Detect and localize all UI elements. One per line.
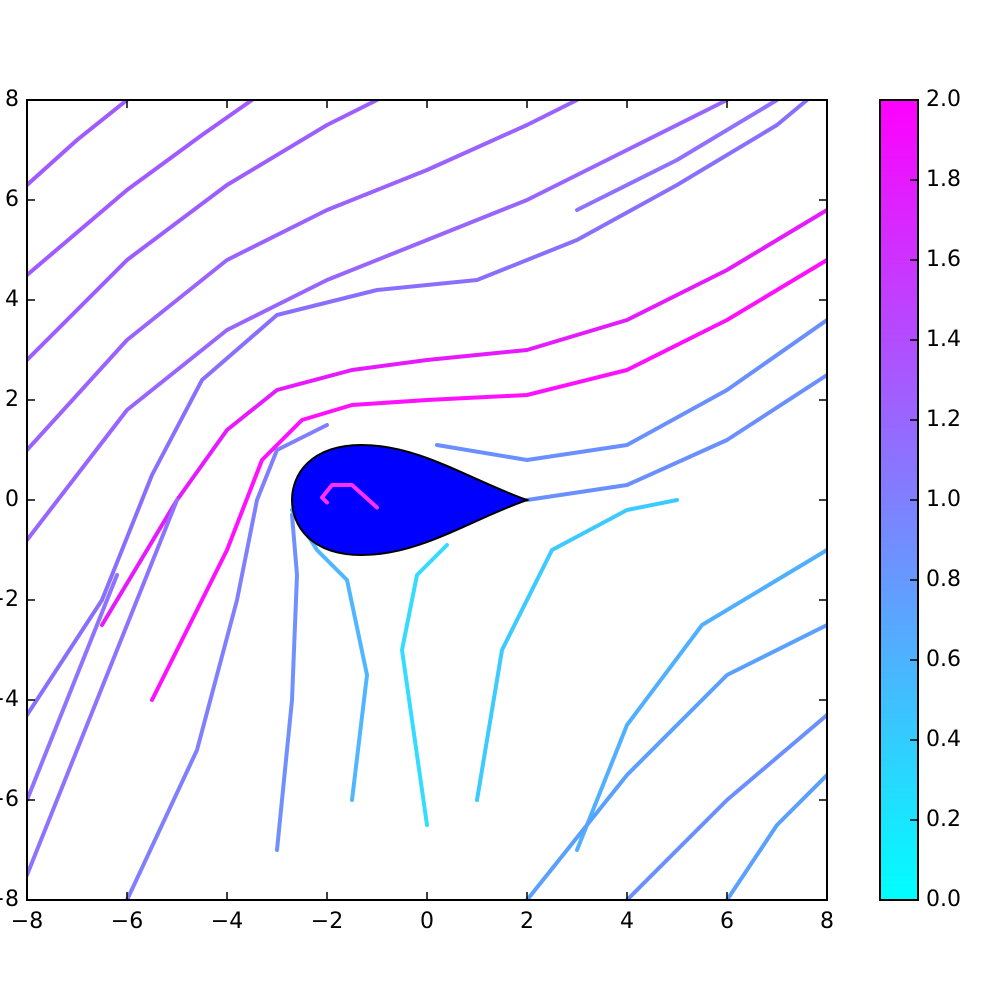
streamline (27, 100, 579, 452)
streamline (27, 100, 729, 542)
colorbar-tick-label: 1.6 (926, 247, 961, 272)
streamline (27, 100, 379, 362)
streamline (320, 483, 379, 510)
colorbar-tick-label: 1.4 (926, 327, 961, 352)
y-tick-label: −8 (0, 887, 19, 912)
colorbar-tick-label: 0.2 (926, 807, 961, 832)
y-tick-label: 6 (5, 187, 19, 212)
streamline (725, 773, 827, 900)
streamline (625, 713, 827, 900)
y-tick-label: 2 (5, 387, 19, 412)
streamline (27, 498, 179, 877)
x-tick-label: 8 (820, 909, 834, 934)
x-tick-label: 4 (620, 909, 634, 934)
x-tick-label: −2 (311, 909, 343, 934)
streamline (400, 543, 449, 827)
colorbar-tick-label: 2.0 (926, 87, 961, 112)
colorbar-tick-label: 0.6 (926, 647, 961, 672)
streamline (435, 318, 827, 462)
streamline (275, 513, 299, 852)
streamline (27, 100, 129, 187)
y-tick-label: −2 (0, 587, 19, 612)
streamline (125, 423, 329, 900)
x-tick-label: −4 (211, 909, 243, 934)
streamline (575, 100, 779, 212)
y-tick-label: 4 (5, 287, 19, 312)
colorbar-tick-label: 0.4 (926, 727, 961, 752)
streamline (27, 573, 119, 802)
x-tick-label: −8 (11, 909, 43, 934)
streamline (150, 258, 827, 702)
x-tick-label: 0 (420, 909, 434, 934)
streamline (475, 498, 679, 802)
y-tick-label: −6 (0, 787, 19, 812)
streamline (27, 100, 254, 277)
x-tick-label: −6 (111, 909, 143, 934)
colorbar-tick-label: 0.8 (926, 567, 961, 592)
streamline (575, 548, 827, 852)
x-tick-label: 2 (520, 909, 534, 934)
streamline (100, 208, 827, 627)
x-tick-label: 6 (720, 909, 734, 934)
colorbar-tick-label: 1.8 (926, 167, 961, 192)
y-tick-label: 0 (5, 487, 19, 512)
y-tick-label: 8 (5, 87, 19, 112)
inner-streamline (320, 483, 379, 510)
colorbar-tick-label: 1.0 (926, 487, 961, 512)
streamline (525, 373, 827, 502)
colorbar-tick-label: 0.0 (926, 887, 961, 912)
streamlines (27, 100, 827, 900)
streamline (525, 623, 827, 900)
colorbar-tick-label: 1.2 (926, 407, 961, 432)
streamline (27, 100, 809, 717)
y-tick-label: −4 (0, 687, 19, 712)
obstacle (290, 443, 531, 557)
